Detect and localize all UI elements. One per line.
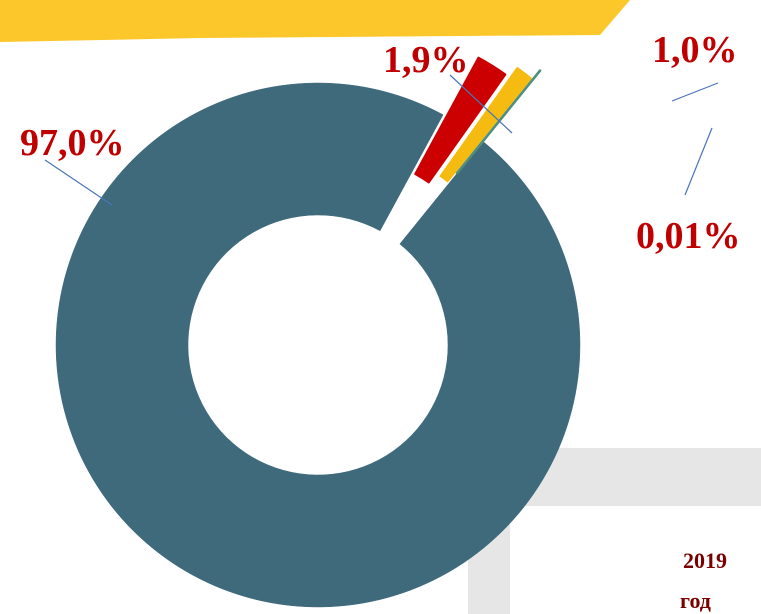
data-label: 1,9%: [383, 39, 469, 81]
annotation: 2019: [683, 548, 727, 573]
slices: [55, 56, 581, 608]
slice: [439, 67, 532, 183]
leader-line: [449, 74, 513, 134]
data-label: 0,01%: [636, 215, 741, 257]
annotation: год: [680, 588, 711, 613]
leader-line: [671, 82, 719, 102]
leader-line: [684, 127, 713, 196]
slice: [414, 56, 507, 184]
leader-line: [44, 159, 113, 206]
data-label: 97,0%: [20, 122, 125, 164]
data-label: 1,0%: [652, 29, 738, 71]
header-band: [0, 0, 630, 42]
slice: [455, 69, 542, 175]
slice: [55, 82, 581, 608]
